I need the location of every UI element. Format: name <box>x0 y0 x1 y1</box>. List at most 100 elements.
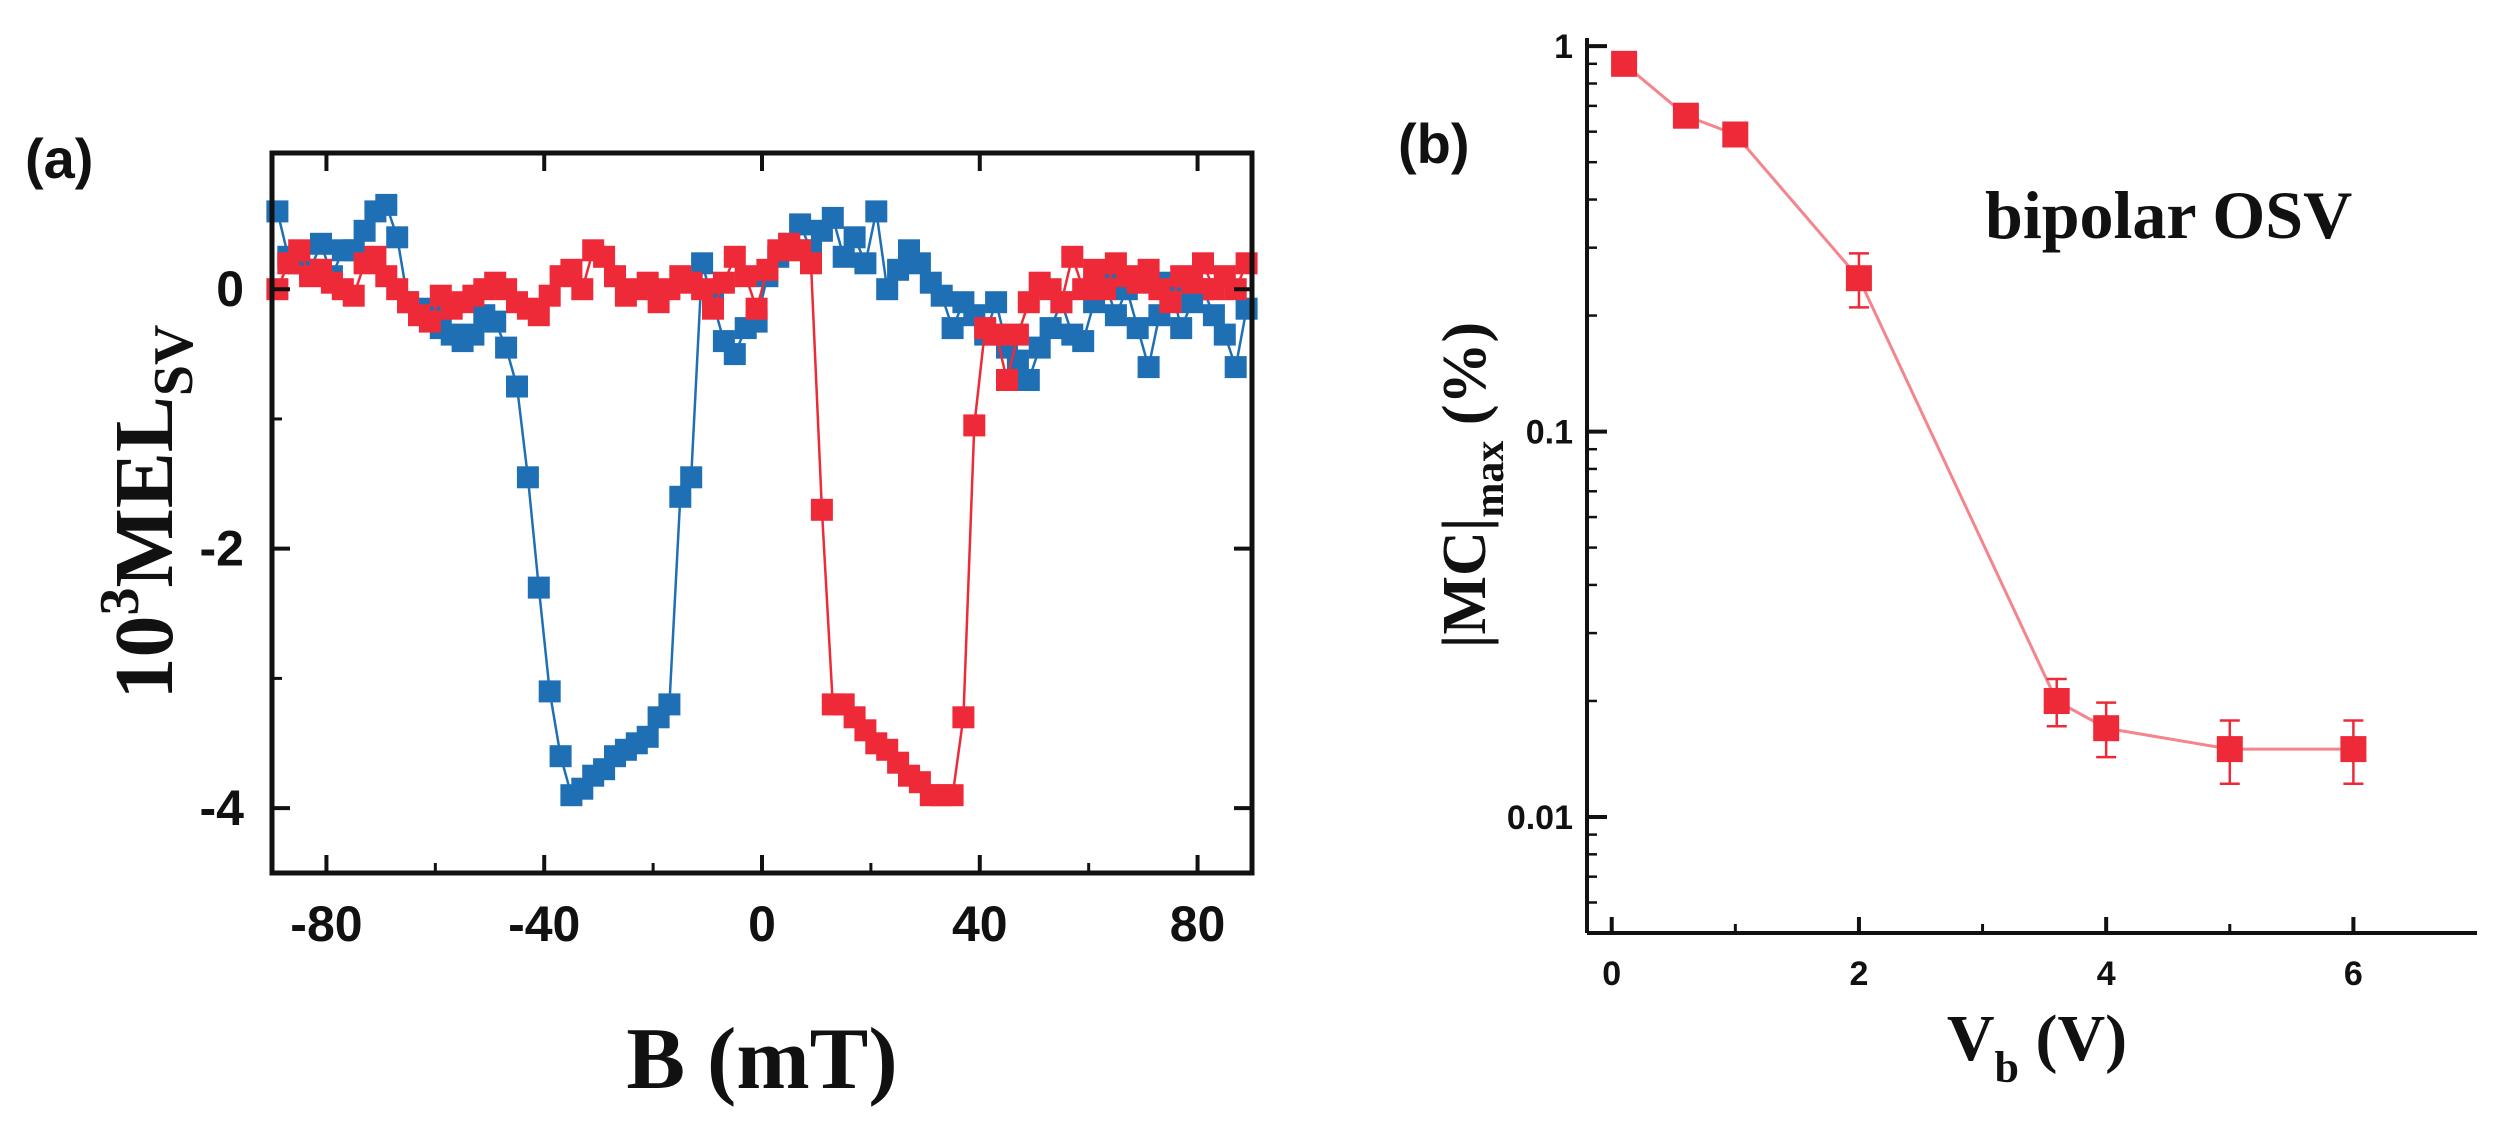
data-point-blue <box>789 213 812 236</box>
data-point-blue <box>843 226 866 249</box>
data-point-blue <box>506 375 528 398</box>
data-point-blue <box>386 226 409 249</box>
y-title-b-main: |MC| <box>1431 518 1499 649</box>
data-point-blue <box>691 252 714 275</box>
data-point-red <box>1181 271 1204 294</box>
data-point-blue <box>865 200 888 223</box>
data-point-blue <box>310 232 332 255</box>
x-tick-label-b: 2 <box>1849 955 1868 993</box>
x-tick-label-a: 80 <box>1170 896 1226 952</box>
data-point-red <box>1094 278 1116 301</box>
data-point-red <box>691 278 714 301</box>
y-title-a-main: 10 <box>98 615 191 699</box>
y-title-a-sub: SV <box>143 325 205 397</box>
data-point-red <box>593 245 616 268</box>
y-title-a-rest: MEL <box>98 396 191 587</box>
data-point-blue <box>1028 336 1051 359</box>
y-title-b-rest: (%) <box>1431 322 1499 441</box>
data-point-b <box>1611 50 1638 77</box>
x-tick-label-b: 0 <box>1602 955 1621 993</box>
data-point-blue <box>723 343 746 366</box>
data-point-blue <box>1213 323 1236 346</box>
data-point-blue <box>680 466 703 489</box>
data-point-blue <box>854 252 877 275</box>
data-point-blue <box>353 219 376 242</box>
data-point-b <box>1722 121 1749 148</box>
data-point-blue <box>876 278 899 301</box>
data-point-blue <box>1104 304 1127 327</box>
data-point-red <box>1083 258 1106 281</box>
data-point-blue <box>941 317 964 340</box>
data-point-red <box>1072 278 1095 301</box>
data-point-red <box>560 258 583 281</box>
data-point-blue <box>1126 317 1149 340</box>
data-point-blue <box>985 291 1008 314</box>
data-point-b <box>1845 265 1872 292</box>
x-tick-label-a: -40 <box>508 896 580 952</box>
data-point-red <box>1017 291 1040 314</box>
y-ticks-a: 0 -2 -4 <box>200 261 1252 836</box>
data-point-red <box>800 252 822 275</box>
x-title-b-sub: b <box>1995 1043 2019 1092</box>
data-point-red <box>810 498 833 521</box>
data-point-blue <box>908 252 931 275</box>
data-point-blue <box>549 745 572 768</box>
data-point-blue <box>1202 304 1225 327</box>
x-ticks-b: 0 2 4 6 <box>1602 917 2363 993</box>
data-point-red <box>702 297 724 320</box>
data-point-red <box>364 245 387 268</box>
y-tick-label-b: 0.1 <box>1526 414 1573 452</box>
data-point-blue <box>1224 356 1247 379</box>
data-point-blue <box>887 258 910 281</box>
panel-b-label: (b) <box>1398 112 1470 175</box>
data-point-red <box>1050 291 1073 314</box>
x-tick-label-b: 6 <box>2344 955 2363 993</box>
data-point-blue <box>375 193 398 216</box>
data-point-red <box>288 239 311 262</box>
y-title-b-sub: max <box>1467 441 1513 518</box>
data-point-blue <box>1137 356 1160 379</box>
y-ticks-b: 1 0.1 0.01 <box>1507 28 1607 904</box>
data-point-b <box>2216 736 2243 763</box>
series-bipolar-osv <box>1611 50 2367 785</box>
data-point-red <box>756 258 779 281</box>
x-tick-label-a: 0 <box>748 896 776 952</box>
x-title-b-main: V <box>1947 1002 1995 1075</box>
y-axis-title-b: |MC|max (%) <box>1431 322 1513 648</box>
data-point-red <box>571 278 594 301</box>
series-red <box>266 232 1258 807</box>
data-point-red <box>734 265 757 288</box>
data-point-red <box>996 369 1018 391</box>
data-point-red <box>1159 291 1182 314</box>
y-tick-label-b: 1 <box>1554 28 1573 66</box>
data-point-blue <box>1170 317 1193 340</box>
data-point-b <box>2093 715 2120 742</box>
data-point-blue <box>821 206 844 229</box>
y-tick-label-b: 0.01 <box>1507 799 1573 837</box>
data-point-blue <box>1039 317 1062 340</box>
x-tick-label-b: 4 <box>2097 955 2116 993</box>
data-point-red <box>745 297 768 320</box>
data-point-b <box>1672 102 1699 129</box>
y-title-a-sup: 3 <box>89 587 151 615</box>
data-point-red <box>604 265 626 288</box>
data-point-red <box>1192 252 1214 275</box>
data-point-b <box>2043 688 2070 714</box>
y-tick-label-a: -2 <box>200 521 244 577</box>
data-point-red <box>636 271 659 294</box>
data-point-red <box>1061 245 1084 268</box>
data-point-red <box>418 310 441 333</box>
data-point-red <box>963 414 986 437</box>
svg-text:|MC|max (%): |MC|max (%) <box>1431 322 1513 648</box>
data-point-blue <box>636 725 659 748</box>
data-point-blue <box>1017 369 1040 391</box>
data-point-blue <box>538 680 561 703</box>
data-point-red <box>723 245 746 268</box>
data-point-red <box>952 706 975 729</box>
x-tick-label-a: -80 <box>290 896 362 952</box>
data-point-red <box>527 304 550 327</box>
y-tick-label-a: -4 <box>200 780 245 836</box>
panel-b: (b) bipolar OSV 0 2 4 6 1 0.1 0.01 Vb (V) |MC… <box>1398 28 2477 1092</box>
data-point-b <box>2340 736 2367 763</box>
